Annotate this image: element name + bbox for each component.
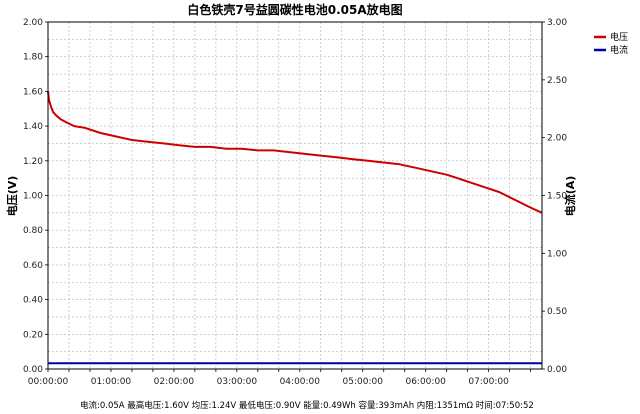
x-tick-label: 02:00:00 bbox=[154, 377, 195, 387]
y-axis-label: 电压(V) bbox=[5, 176, 19, 217]
y2-tick-label: 0.00 bbox=[547, 365, 567, 375]
y2-axis-ticks: 0.00 0.50 1.00 1.50 2.00 2.50 3.00 bbox=[542, 18, 567, 375]
y-tick-label: 1.80 bbox=[23, 53, 43, 63]
y2-tick-label: 3.00 bbox=[547, 18, 567, 28]
x-tick-label: 01:00:00 bbox=[91, 377, 132, 387]
y-tick-label: 1.00 bbox=[23, 192, 43, 202]
x-axis-ticks: 00:00:00 01:00:00 02:00:00 03:00:00 04:00:00… bbox=[28, 369, 531, 387]
series bbox=[47, 91, 543, 365]
y-tick-label: 0.80 bbox=[23, 226, 43, 236]
y-tick-label: 1.40 bbox=[23, 122, 43, 132]
x-tick-label: 00:00:00 bbox=[28, 377, 69, 387]
x-tick-label: 06:00:00 bbox=[405, 377, 446, 387]
legend-label-voltage: 电压 bbox=[610, 31, 628, 43]
y2-tick-label: 0.50 bbox=[547, 307, 567, 317]
grid bbox=[48, 22, 542, 369]
y2-tick-label: 1.50 bbox=[547, 192, 567, 202]
y-tick-label: 0.60 bbox=[23, 261, 43, 271]
legend-label-current: 电流 bbox=[610, 44, 628, 56]
x-tick-label: 04:00:00 bbox=[280, 377, 321, 387]
y2-axis-label: 电流(A) bbox=[563, 176, 577, 217]
y2-tick-label: 1.00 bbox=[547, 249, 567, 259]
y2-tick-label: 2.00 bbox=[547, 134, 567, 144]
y2-tick-label: 2.50 bbox=[547, 76, 567, 86]
y-tick-label: 1.20 bbox=[23, 157, 43, 167]
y-tick-label: 1.60 bbox=[23, 87, 43, 97]
x-tick-label: 05:00:00 bbox=[343, 377, 384, 387]
y-tick-label: 0.20 bbox=[23, 330, 43, 340]
x-tick-label: 03:00:00 bbox=[217, 377, 258, 387]
x-tick-label: 07:00:00 bbox=[468, 377, 509, 387]
stats-summary: 电流:0.05A 最高电压:1.60V 均压:1.24V 最低电压:0.90V … bbox=[80, 400, 534, 411]
y-tick-label: 0.00 bbox=[23, 365, 43, 375]
y-tick-label: 2.00 bbox=[23, 18, 43, 28]
legend: 电压 电流 bbox=[594, 31, 628, 56]
series-line-voltage bbox=[47, 91, 543, 214]
y-axis-ticks: 0.00 0.20 0.40 0.60 0.80 1.00 1.20 1.40 1.60 1.80… bbox=[23, 18, 48, 375]
plot-frame bbox=[47, 21, 543, 370]
chart-title: 白色铁壳7号益圆碳性电池0.05A放电图 bbox=[187, 2, 402, 17]
y-tick-label: 0.40 bbox=[23, 296, 43, 306]
watermark: 头条 @Somechannel bbox=[498, 386, 640, 403]
